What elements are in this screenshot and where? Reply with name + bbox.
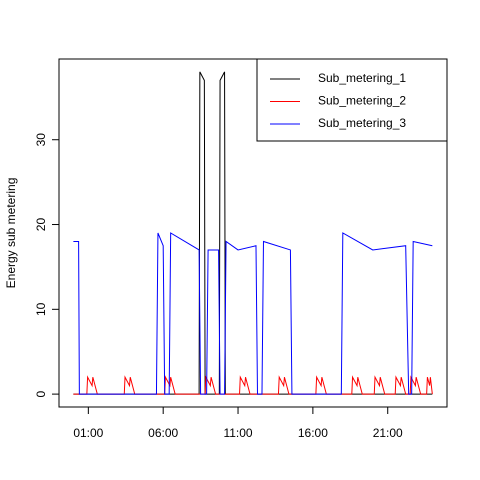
legend-label: Sub_metering_2 xyxy=(318,94,406,108)
legend-label: Sub_metering_1 xyxy=(318,71,406,85)
y-tick-label: 20 xyxy=(34,218,48,232)
plot-frame xyxy=(58,58,448,408)
legend-box xyxy=(256,58,448,142)
x-tick-label: 06:00 xyxy=(148,426,178,440)
series-line xyxy=(73,232,433,395)
x-tick-label: 01:00 xyxy=(73,426,103,440)
y-tick-label: 10 xyxy=(34,302,48,316)
x-tick-label: 21:00 xyxy=(373,426,403,440)
y-axis-label: Energy sub metering xyxy=(4,178,18,289)
series-line xyxy=(73,71,433,395)
y-tick-label: 0 xyxy=(34,390,48,397)
y-tick-label: 30 xyxy=(34,133,48,147)
x-tick-label: 16:00 xyxy=(298,426,328,440)
legend-label: Sub_metering_3 xyxy=(318,116,406,130)
x-tick-label: 11:00 xyxy=(223,426,252,440)
